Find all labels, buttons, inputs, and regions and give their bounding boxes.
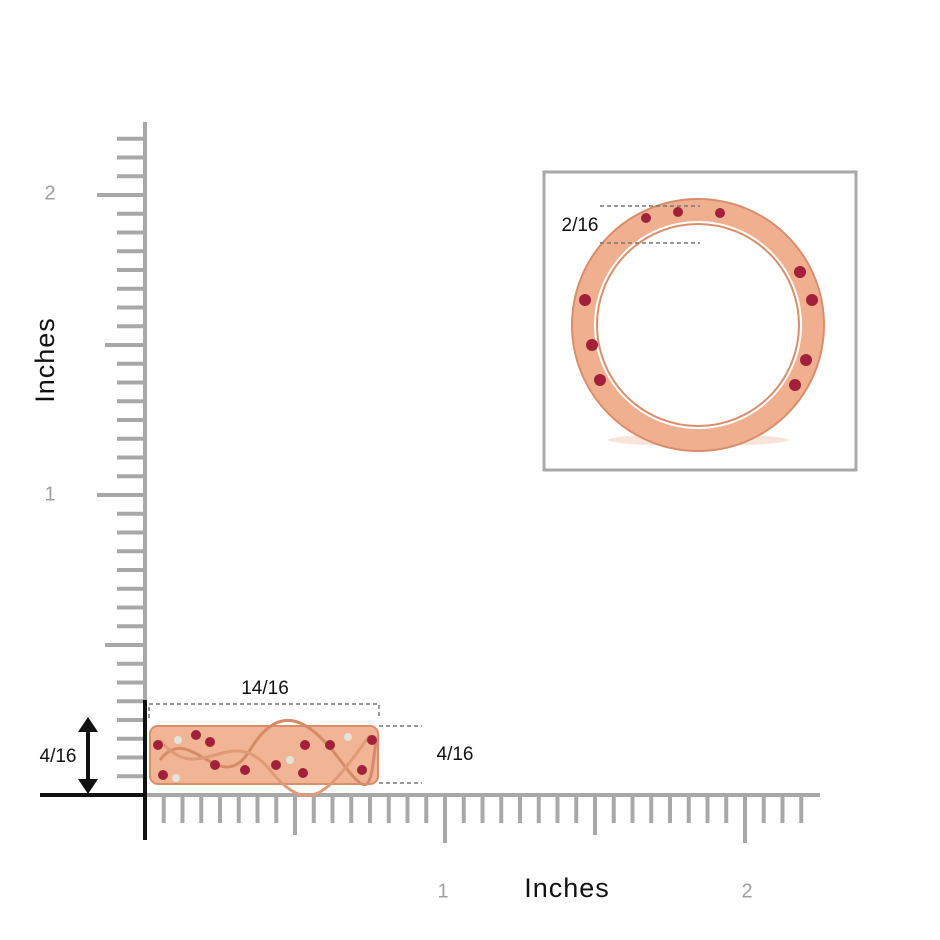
thickness-label: 2/16 xyxy=(562,215,599,236)
x-tick-label: 1 xyxy=(437,880,448,902)
x-axis-title: Inches xyxy=(524,873,610,903)
height-arrow xyxy=(78,717,98,794)
y-axis-title: Inches xyxy=(30,317,60,403)
inset-frame xyxy=(542,170,858,472)
width-guide xyxy=(148,703,380,718)
height-left-label: 4/16 xyxy=(40,746,77,767)
ring-band xyxy=(149,719,379,797)
ring-front xyxy=(571,198,825,452)
y-tick-label: 1 xyxy=(44,483,55,505)
width-label: 14/16 xyxy=(241,678,289,699)
ruler-ticks xyxy=(97,136,804,843)
x-tick-label: 2 xyxy=(741,880,752,902)
y-tick-label: 2 xyxy=(44,182,55,204)
height-label: 4/16 xyxy=(437,744,474,765)
